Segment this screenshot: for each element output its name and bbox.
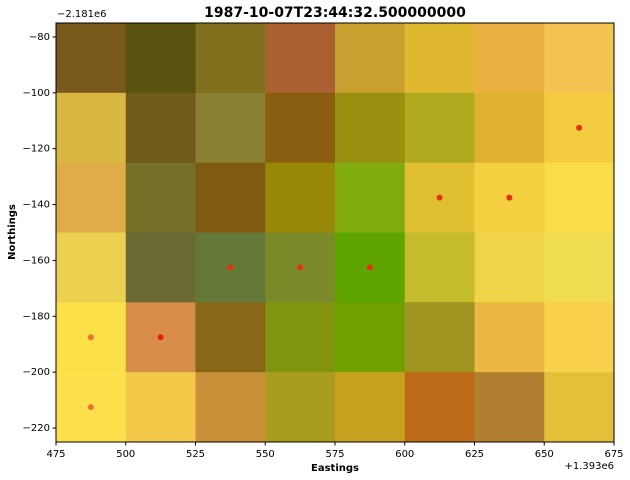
cell: [474, 92, 545, 164]
cell: [265, 372, 336, 443]
cell: [125, 23, 196, 94]
point: [227, 264, 234, 271]
cell: [335, 92, 406, 164]
cell: [56, 232, 127, 303]
x-tick-label: 550: [256, 449, 275, 460]
cell: [335, 162, 406, 233]
cell: [195, 372, 266, 443]
cell: [544, 372, 615, 443]
cell: [474, 232, 545, 303]
cell: [474, 302, 545, 373]
cell: [265, 23, 336, 94]
cell: [404, 92, 475, 164]
cell: [404, 232, 475, 303]
x-tick-label: 625: [465, 449, 484, 460]
x-axis-label: Eastings: [311, 463, 359, 474]
cell: [195, 92, 266, 164]
point: [157, 334, 164, 341]
point: [576, 124, 583, 131]
x-tick-label: 675: [604, 449, 623, 460]
y-axis-label: Northings: [7, 204, 18, 260]
point: [366, 264, 373, 271]
y-tick-label: −180: [23, 311, 50, 322]
cell: [265, 92, 336, 164]
cell: [125, 372, 196, 443]
x-tick-label: 500: [116, 449, 135, 460]
cell: [404, 302, 475, 373]
cell: [125, 232, 196, 303]
cell: [56, 92, 127, 164]
cell: [56, 162, 127, 233]
cell: [474, 23, 545, 94]
cell: [544, 23, 615, 94]
y-offset-text: −2.181e6: [57, 9, 107, 20]
cell: [404, 372, 475, 443]
cell: [265, 162, 336, 233]
point: [436, 194, 443, 201]
y-tick-label: −220: [23, 423, 50, 434]
cell: [544, 302, 615, 373]
chart-title: 1987-10-07T23:44:32.500000000: [204, 5, 466, 21]
cell: [404, 23, 475, 94]
y-tick-label: −140: [23, 200, 50, 211]
point: [297, 264, 304, 271]
cell: [56, 23, 127, 94]
y-tick-label: −120: [23, 144, 50, 155]
cell: [265, 302, 336, 373]
cell: [544, 162, 615, 233]
x-offset-text: +1.393e6: [564, 461, 614, 472]
cell: [544, 232, 615, 303]
y-tick-label: −100: [23, 88, 50, 99]
cell: [125, 92, 196, 164]
cell: [335, 372, 406, 443]
point: [87, 334, 94, 341]
x-tick-label: 600: [395, 449, 414, 460]
point: [506, 194, 513, 201]
x-tick-label: 575: [325, 449, 344, 460]
cell: [195, 162, 266, 233]
cell: [335, 23, 406, 94]
cell: [195, 302, 266, 373]
cell: [474, 372, 545, 443]
y-tick-label: −160: [23, 255, 50, 266]
cell: [125, 162, 196, 233]
point: [87, 404, 94, 411]
y-tick-label: −80: [29, 32, 50, 43]
x-tick-label: 650: [535, 449, 554, 460]
x-tick-label: 475: [46, 449, 65, 460]
y-tick-label: −200: [23, 367, 50, 378]
x-tick-label: 525: [186, 449, 205, 460]
cell: [195, 23, 266, 94]
cell: [335, 302, 406, 373]
